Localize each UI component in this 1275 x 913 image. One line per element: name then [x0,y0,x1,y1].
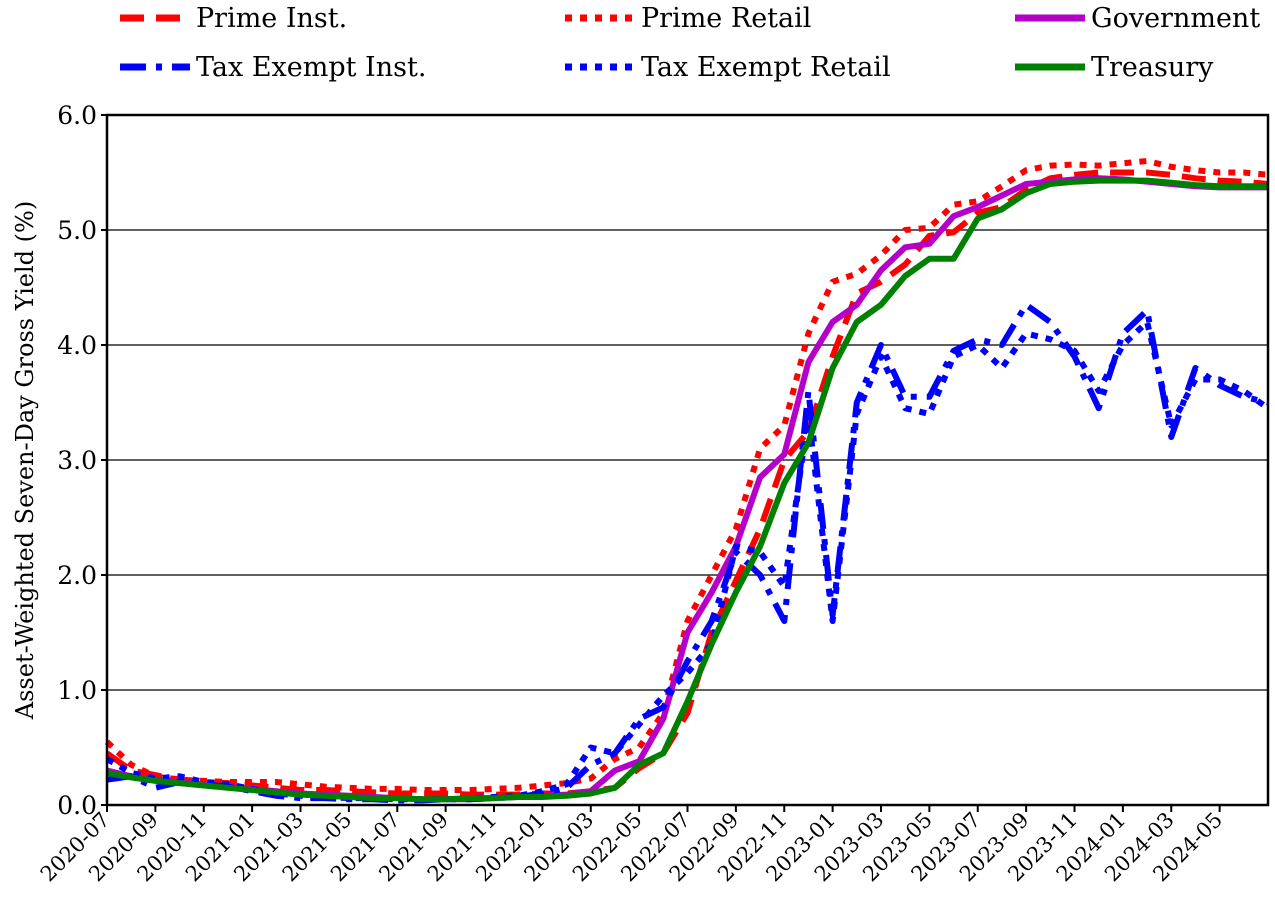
legend-label: Tax Exempt Inst. [196,52,426,83]
series-line-treasury [106,177,1268,803]
legend-item: Prime Retail [565,3,811,34]
legend-item: Tax Exempt Inst. [120,52,426,83]
series-line-tax-exempt-inst [106,301,1269,804]
legend-label: Prime Inst. [196,3,347,34]
legend-label: Treasury [1091,52,1214,83]
y-tick-label: 0.0 [57,791,97,820]
x-axis: 2020-072020-092020-112021-012021-032021-… [36,805,1227,886]
legend-item: Tax Exempt Retail [565,52,891,83]
y-axis: 0.0 1.0 2.0 3.0 4.0 5.0 6.0 [57,101,107,820]
y-tick-label: 6.0 [57,101,97,130]
y-tick-label: 2.0 [57,561,97,590]
legend-label: Government [1091,3,1260,34]
legend-label: Prime Retail [641,3,811,34]
legend: Prime Inst. Prime Retail Government Tax Exe… [120,3,1260,83]
legend-item: Government [1015,3,1260,34]
y-tick-label: 1.0 [57,676,97,705]
y-tick-label: 4.0 [57,331,97,360]
grid-lines [107,229,1268,691]
y-tick-label: 5.0 [57,216,97,245]
legend-item: Prime Inst. [120,3,347,34]
series-line-prime-inst [105,169,1269,798]
series-line-prime-retail [104,158,1269,793]
y-axis-label: Asset-Weighted Seven-Day Gross Yield (%) [11,201,39,720]
y-tick-label: 3.0 [57,446,97,475]
series-layer [104,158,1270,804]
legend-item: Treasury [1015,52,1214,83]
legend-label: Tax Exempt Retail [641,52,891,83]
